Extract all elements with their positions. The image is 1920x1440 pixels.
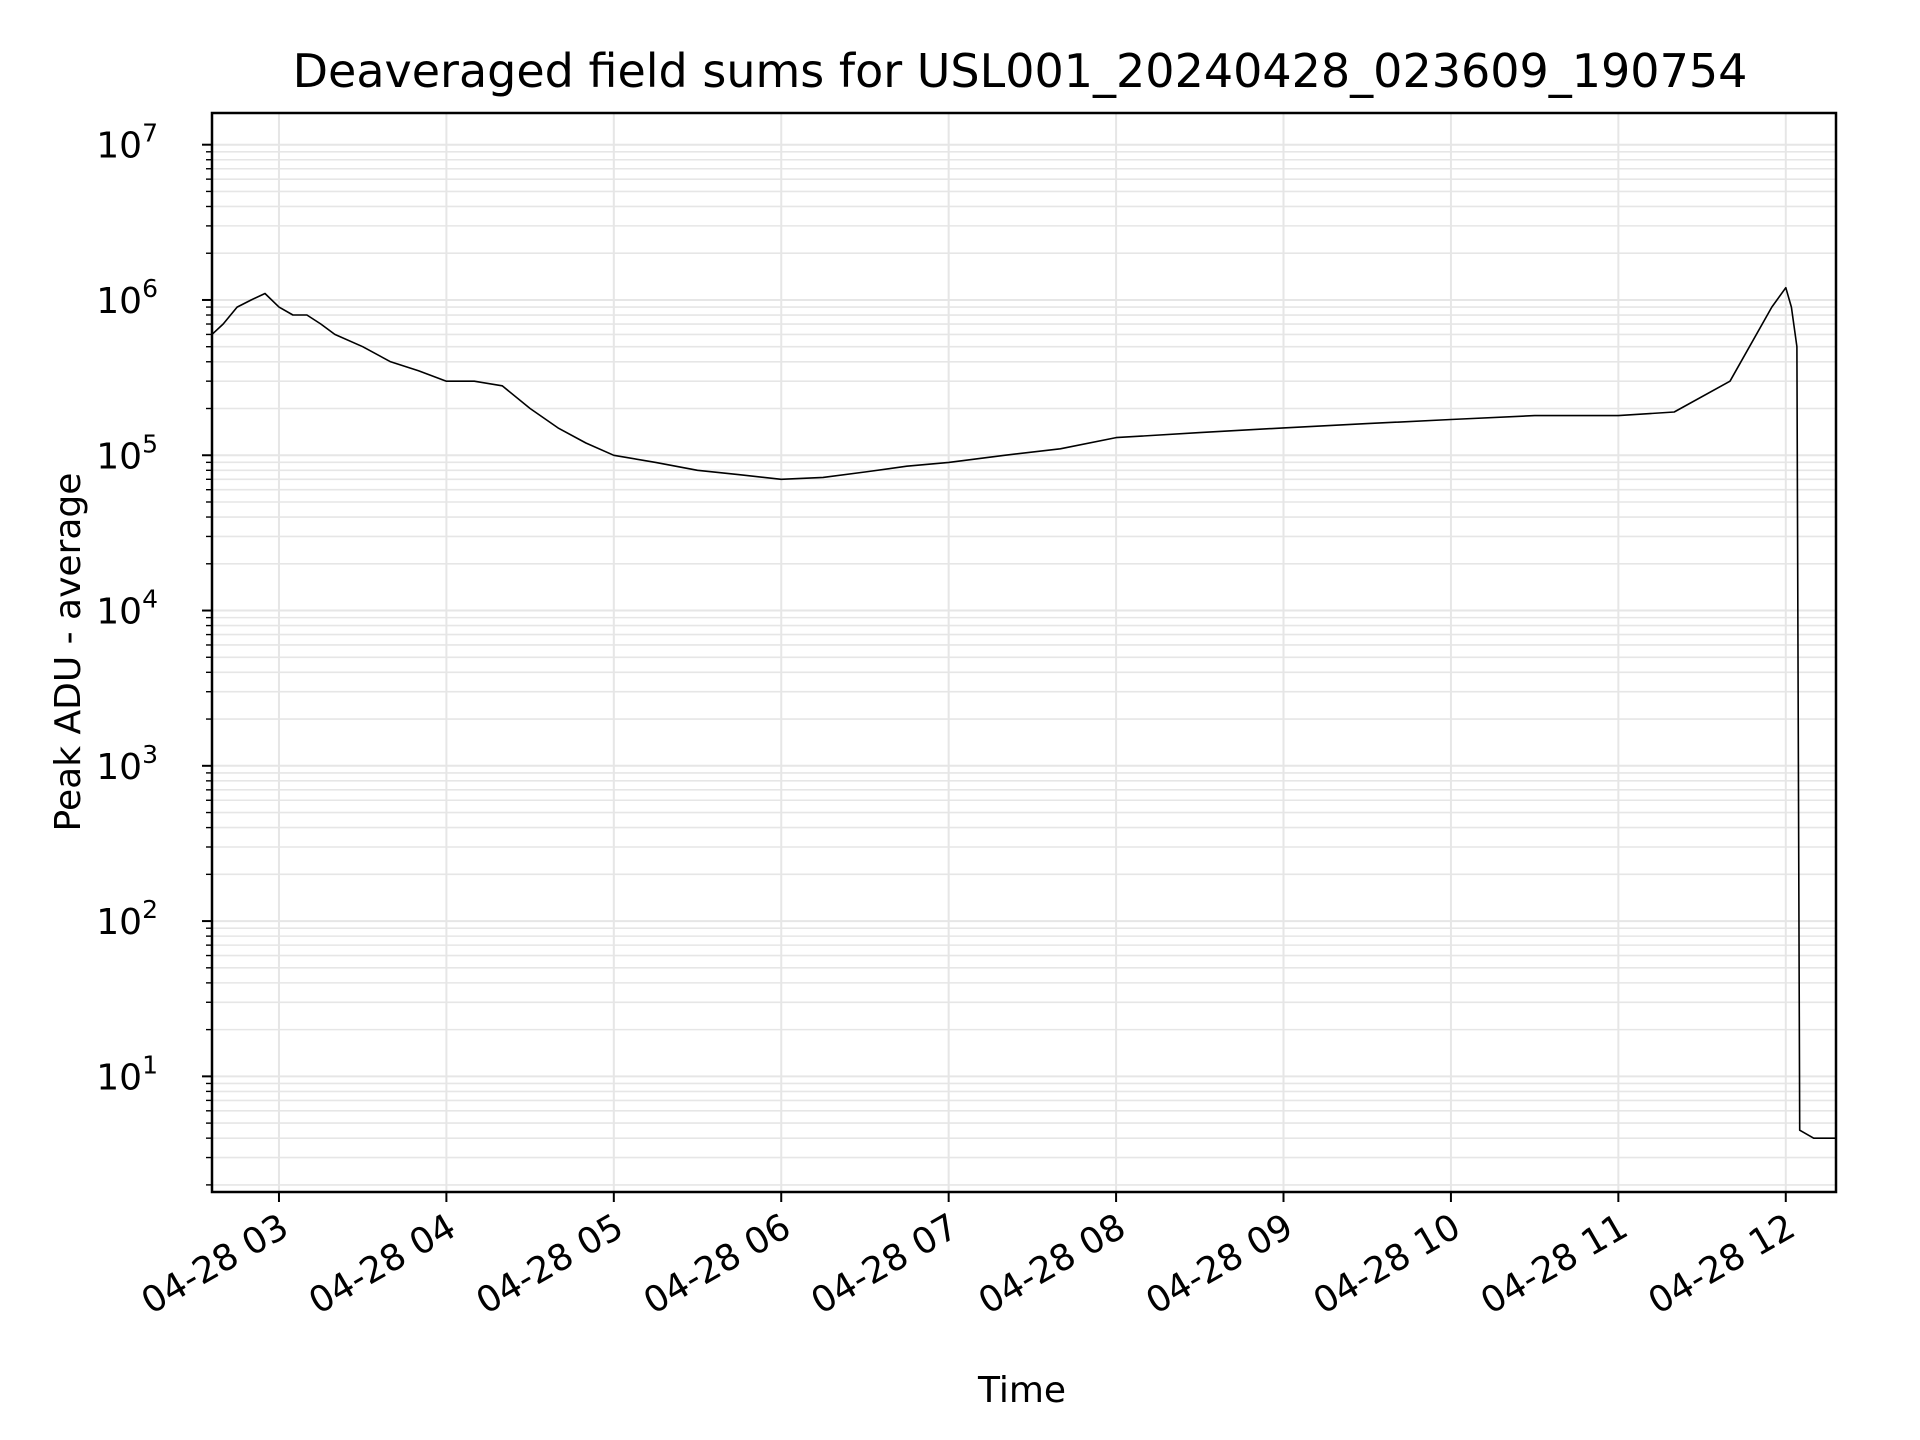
y-tick-base: 10 [96, 902, 142, 943]
y-tick-base: 10 [96, 126, 142, 167]
x-tick-label: 04-28 03 [135, 1206, 296, 1322]
x-tick-label: 04-28 09 [1139, 1206, 1300, 1322]
x-tick-label: 04-28 08 [972, 1206, 1133, 1322]
y-tick-base: 10 [96, 592, 142, 633]
y-tick-label: 107 [96, 119, 158, 167]
x-tick-label: 04-28 05 [470, 1206, 631, 1322]
y-tick-exponent: 1 [142, 1050, 158, 1079]
y-tick-label: 101 [96, 1050, 158, 1098]
x-tick-label: 04-28 04 [302, 1206, 463, 1322]
x-tick-label: 04-28 10 [1307, 1206, 1468, 1322]
x-tick-label: 04-28 12 [1642, 1206, 1803, 1322]
y-tick-exponent: 6 [142, 274, 158, 303]
y-tick-label: 104 [96, 585, 158, 633]
chart-title: Deaveraged field sums for USL001_2024042… [293, 44, 1748, 98]
y-axis-label: Peak ADU - average [48, 473, 89, 832]
y-tick-exponent: 5 [142, 429, 158, 458]
y-tick-exponent: 3 [142, 740, 158, 769]
y-tick-base: 10 [96, 1057, 142, 1098]
y-tick-base: 10 [96, 436, 142, 477]
y-tick-base: 10 [96, 747, 142, 788]
y-tick-exponent: 7 [142, 119, 158, 148]
y-tick-label: 106 [96, 274, 158, 322]
y-tick-exponent: 2 [142, 895, 158, 924]
x-tick-label: 04-28 11 [1474, 1206, 1635, 1322]
y-tick-base: 10 [96, 281, 142, 322]
series-line [211, 286, 1836, 1139]
y-tick-label: 103 [96, 740, 158, 788]
y-tick-exponent: 4 [142, 585, 158, 614]
x-axis-label: Time [977, 1370, 1066, 1411]
y-tick-label: 105 [96, 429, 158, 477]
series-layer [211, 286, 1836, 1139]
x-tick-label: 04-28 06 [637, 1206, 798, 1322]
plot-area-frame [210, 111, 1838, 1194]
y-tick-label: 102 [96, 895, 158, 943]
grid [212, 113, 1836, 1192]
x-tick-label: 04-28 07 [804, 1206, 965, 1322]
